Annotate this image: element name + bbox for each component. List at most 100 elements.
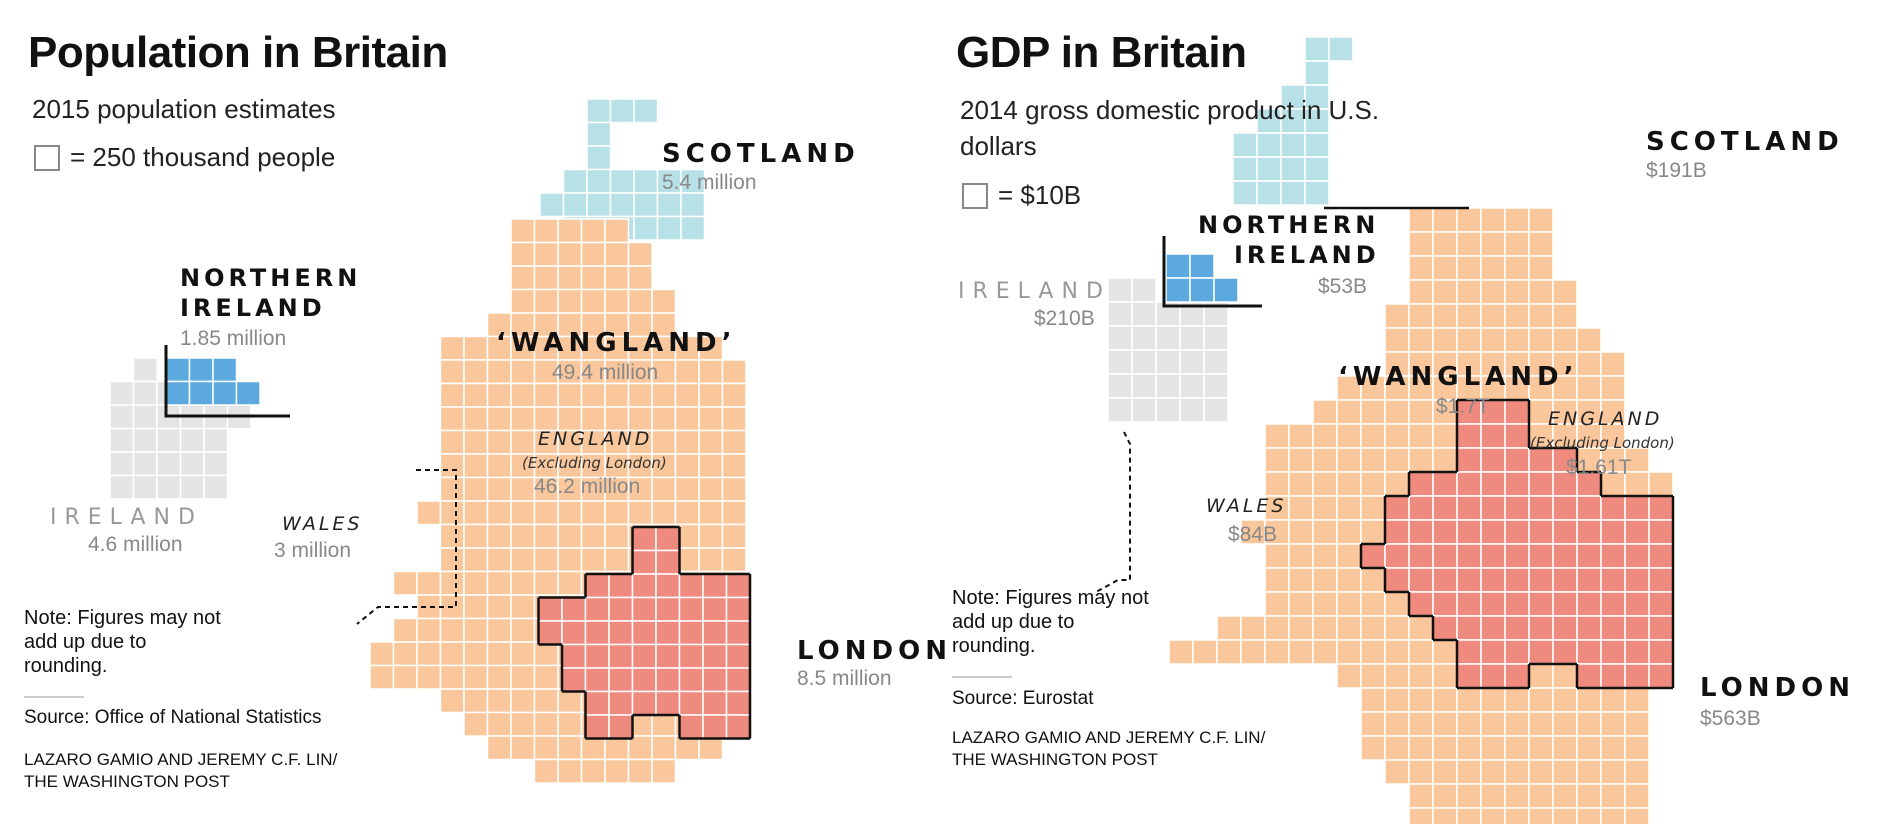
london-tile [1528,519,1554,545]
england-tile [1312,543,1338,569]
ireland-tile [1131,301,1157,327]
london-tile [1576,615,1602,641]
ireland-tile [203,474,229,500]
ireland-tile [179,451,205,477]
england-tile [510,523,536,549]
england-value: $1.61T [1566,456,1632,479]
scotland-value: 5.4 million [662,171,757,194]
england-tile [1384,375,1410,401]
england-tile [1408,303,1434,329]
england-tile [1456,735,1482,761]
england-tile [510,359,536,385]
england-tile [557,241,583,267]
ireland-tile [109,427,135,453]
england-tile [1360,615,1386,641]
england-tile [557,218,583,244]
england-tile [1312,423,1338,449]
england-tile [463,382,489,408]
london-tile [1624,639,1650,665]
london-tile [1576,519,1602,545]
london-tile [725,620,751,646]
wangland-label: ‘WANGLAND’ [1338,362,1579,392]
ireland-tile [156,427,182,453]
london-tile [655,620,681,646]
england-tile [1528,327,1554,353]
england-tile [439,570,465,596]
legend-square-icon [962,182,988,209]
england-tile [721,359,747,385]
england-tile [1600,447,1626,473]
england-tile [651,382,677,408]
ireland-tile [1155,373,1181,399]
london-tile [1552,639,1578,665]
england-tile [1408,423,1434,449]
england-tile [439,664,465,690]
england-tile [698,406,724,432]
england-tile [416,570,442,596]
england-tile [1624,759,1650,785]
london-tile [678,643,704,669]
england-tile [1288,447,1314,473]
england-tile [1528,207,1554,233]
england-tile [1480,255,1506,281]
england-tile [1336,447,1362,473]
england-tile [557,547,583,573]
england-tile [1624,687,1650,713]
london-tiles [1360,399,1674,689]
london-tile [1624,615,1650,641]
england-tile [533,288,559,314]
england-tile [1624,783,1650,809]
england-tile [557,288,583,314]
england-tile [416,664,442,690]
england-tile [463,429,489,455]
england-tile [1432,735,1458,761]
northern-ireland-label-line2: IRELAND [180,294,326,322]
scotland-tile [680,215,706,241]
ireland-tile [1131,349,1157,375]
england-tile [1312,567,1338,593]
northern-ireland-value: $53B [1318,275,1368,298]
england-tile [510,735,536,761]
london-tile [1456,495,1482,521]
england-tile [486,382,512,408]
england-tile [1552,663,1578,689]
england-tile [674,476,700,502]
england-tile [1576,327,1602,353]
england-tile [1624,711,1650,737]
scotland-tile [1304,36,1330,62]
england-tile [510,406,536,432]
england-tile [439,476,465,502]
england-tile [1312,591,1338,617]
england-tile [1576,687,1602,713]
england-tile [463,453,489,479]
england-tile [486,664,512,690]
england-tile [1480,807,1506,824]
london-tile [1624,543,1650,569]
northern-ireland-tile [188,357,214,383]
england-tile [580,758,606,784]
london-tile [631,643,657,669]
ireland-tile [1179,373,1205,399]
england-tile [604,406,630,432]
london-tile [608,643,634,669]
london-tile [1456,471,1482,497]
ireland-tile [1203,349,1229,375]
wangland-value: 49.4 million [552,361,659,384]
england-tile [1456,327,1482,353]
england-tile [1312,639,1338,665]
england-tile [1552,327,1578,353]
ireland-tile [203,427,229,453]
england-tile [1408,447,1434,473]
england-tile [1432,639,1458,665]
scotland-tile [1280,180,1306,206]
london-tile [1576,639,1602,665]
england-tile [1576,735,1602,761]
legend: = 250 thousand people [34,142,335,173]
ireland-tile [1107,373,1133,399]
divider [952,676,1012,678]
england-tile [698,476,724,502]
scotland-tile [656,215,682,241]
northern-ireland-tile [188,380,214,406]
ireland-value: 4.6 million [88,533,183,556]
london-tile [1432,591,1458,617]
